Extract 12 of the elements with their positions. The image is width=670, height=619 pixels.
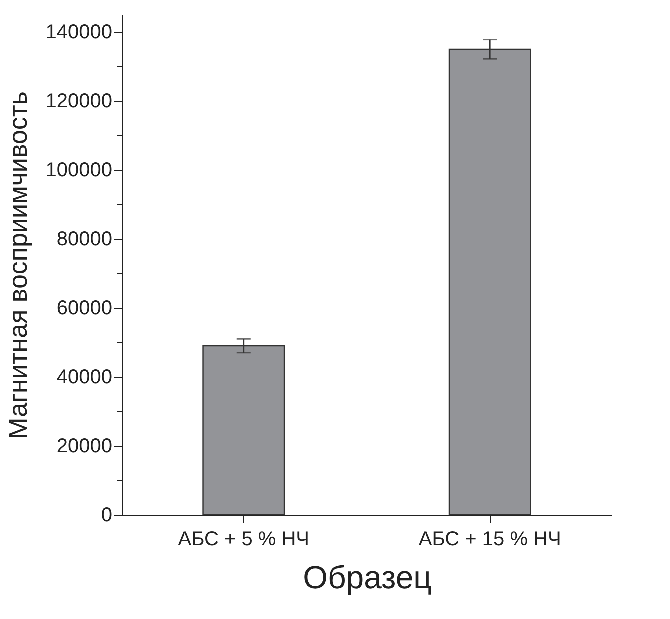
y-axis-title: Магнитная восприимчивость [2, 92, 33, 440]
x-tick-label: АБС + 15 % НЧ [418, 528, 562, 550]
y-tick-label: 100000 [46, 160, 112, 182]
x-tick-label: АБС + 5 % НЧ [178, 528, 310, 550]
y-tick-label: 80000 [56, 228, 112, 251]
x-axis-title: Образец [303, 560, 432, 596]
y-tick-label: 40000 [56, 366, 112, 389]
y-tick-label: 0 [101, 504, 112, 526]
y-tick-label: 20000 [56, 436, 112, 458]
y-tick-label: 60000 [56, 298, 112, 320]
y-tick-label: 120000 [46, 90, 112, 113]
y-tick-label: 140000 [46, 22, 112, 44]
